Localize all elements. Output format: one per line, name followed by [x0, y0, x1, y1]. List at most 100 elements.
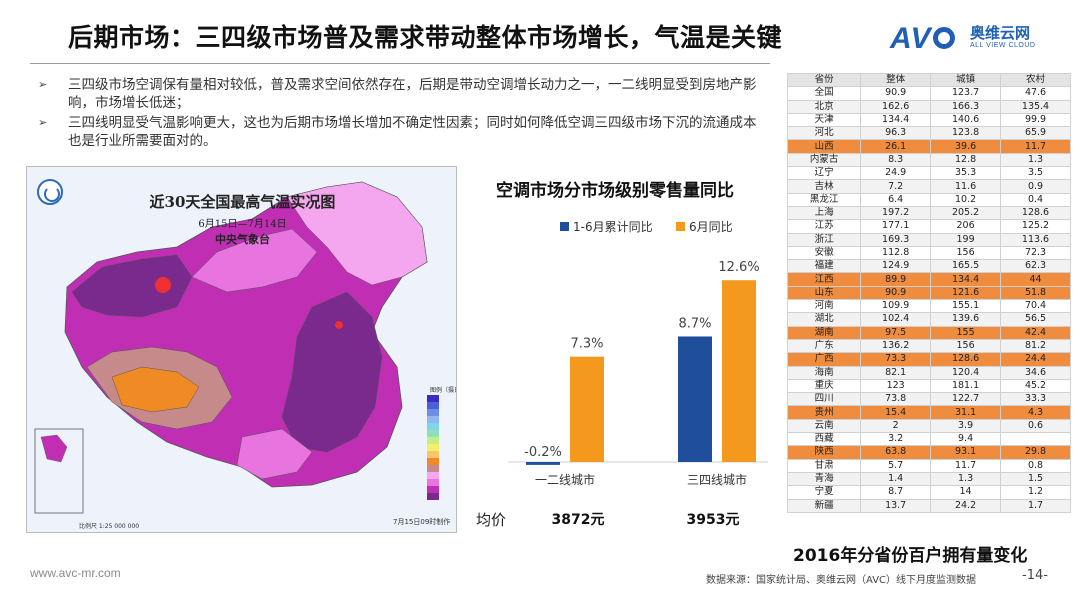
table-cell: 四川: [786, 392, 862, 407]
table-cell: 云南: [786, 418, 862, 434]
title-divider: [30, 63, 770, 64]
table-cell: 122.7: [930, 392, 1002, 407]
table-row: 上海 197.2 205.2 128.6: [786, 205, 1071, 221]
table-cell: 湖南: [786, 325, 862, 340]
table-cell: 90.9: [860, 285, 932, 301]
table-cell: 128.6: [930, 352, 1002, 367]
table-cell: 吉林: [786, 179, 862, 194]
table-cell: 青海: [786, 471, 862, 487]
table-cell: 天津: [786, 112, 862, 128]
table-cell: 51.8: [1000, 285, 1071, 301]
table-cell: 海南: [786, 365, 862, 380]
footer-url: www.avc-mr.com: [30, 566, 121, 580]
table-row: 山西 26.1 39.6 11.7: [786, 139, 1071, 154]
table-row: 江苏 177.1 206 125.2: [786, 219, 1071, 234]
table-cell: 24.2: [930, 498, 1002, 513]
bullet-arrow-icon: ➢: [38, 78, 48, 91]
table-cell: 31.1: [930, 405, 1002, 420]
table-cell: 12.8: [930, 152, 1002, 168]
table-cell: 156: [930, 245, 1002, 261]
table-cell: 甘肃: [786, 458, 862, 473]
table-cell: 5.7: [860, 458, 932, 473]
logo-chinese-name: 奥维云网: [970, 24, 1031, 42]
table-cell: 11.7: [1000, 139, 1071, 154]
table-cell: 73.8: [860, 392, 932, 407]
table-cell: 全国: [786, 86, 862, 101]
table-header-row: 省份 整体 城镇 农村: [786, 72, 1071, 88]
table-cell: 162.6: [860, 99, 932, 114]
table-cell: 82.1: [860, 365, 932, 380]
table-row: 山东 90.9 121.6 51.8: [786, 285, 1071, 301]
data-label: -0.2%: [524, 445, 562, 460]
table-cell: 浙江: [786, 232, 862, 247]
avg-price-label: 均价: [476, 511, 507, 529]
table-cell: 11.6: [930, 179, 1002, 194]
table-row: 天津 134.4 140.6 99.9: [786, 112, 1071, 128]
table-cell: 81.2: [1000, 338, 1071, 354]
table-cell: 1.7: [1000, 498, 1071, 513]
table-cell: 1.3: [1000, 152, 1071, 168]
table-cell: 26.1: [860, 139, 932, 154]
bullet-text: 三四线明显受气温影响更大，这也为后期市场增长增加不确定性因素；同时如何降低空调三…: [68, 115, 757, 149]
table-cell: 24.9: [860, 166, 932, 181]
table-cell: 125.2: [1000, 219, 1071, 234]
column-header: 城镇: [930, 72, 1002, 88]
table-cell: 安徽: [786, 245, 862, 261]
table-row: 贵州 15.4 31.1 4.3: [786, 405, 1071, 420]
weather-agency-logo-icon: [37, 179, 63, 205]
table-cell: 1.2: [1000, 485, 1071, 500]
table-cell: 56.5: [1000, 312, 1071, 327]
table-cell: 7.2: [860, 179, 932, 194]
table-cell: 4.3: [1000, 405, 1071, 420]
column-header: 整体: [860, 72, 932, 88]
column-header: 省份: [786, 72, 862, 88]
table-cell: 上海: [786, 205, 862, 221]
table-cell: 120.4: [930, 365, 1002, 380]
bar: [526, 462, 560, 465]
table-cell: 0.4: [1000, 192, 1071, 207]
table-cell: 内蒙古: [786, 152, 862, 168]
data-label: 7.3%: [570, 337, 603, 352]
table-cell: 96.3: [860, 126, 932, 141]
avg-price-tier3: 3953元: [686, 512, 740, 528]
table-cell: 97.5: [860, 325, 932, 340]
table-cell: 山东: [786, 285, 862, 301]
table-row: 湖南 97.5 155 42.4: [786, 325, 1071, 340]
table-cell: 72.3: [1000, 245, 1071, 261]
table-row: 四川 73.8 122.7 33.3: [786, 392, 1071, 407]
bar: [570, 356, 604, 462]
table-cell: 123.8: [930, 126, 1002, 141]
legend-swatch: [676, 222, 685, 231]
table-row: 辽宁 24.9 35.3 3.5: [786, 166, 1071, 181]
table-cell: 0.6: [1000, 418, 1071, 434]
table-cell: 113.6: [1000, 232, 1071, 247]
table-cell: 辽宁: [786, 166, 862, 181]
table-cell: 黑龙江: [786, 192, 862, 207]
table-cell: 109.9: [860, 299, 932, 314]
table-cell: 重庆: [786, 378, 862, 394]
data-source-note: 数据来源：国家统计局、奥维云网（AVC）线下月度监测数据: [706, 575, 977, 586]
table-cell: 13.7: [860, 498, 932, 513]
table-cell: 205.2: [930, 205, 1002, 221]
table-row: 福建 124.9 165.5 62.3: [786, 259, 1071, 274]
table-cell: 42.4: [1000, 325, 1071, 340]
table-row: 河南 109.9 155.1 70.4: [786, 299, 1071, 314]
table-cell: 139.6: [930, 312, 1002, 327]
bullet-item: ➢ 三四线明显受气温影响更大，这也为后期市场增长增加不确定性因素；同时如何降低空…: [38, 114, 758, 150]
table-row: 广西 73.3 128.6 24.4: [786, 352, 1071, 367]
table-row: 海南 82.1 120.4 34.6: [786, 365, 1071, 380]
table-row: 青海 1.4 1.3 1.5: [786, 471, 1071, 487]
table-cell: 63.8: [860, 445, 932, 460]
table-cell: 1.4: [860, 471, 932, 487]
table-cell: 江苏: [786, 219, 862, 234]
table-cell: 湖北: [786, 312, 862, 327]
table-cell: 15.4: [860, 405, 932, 420]
table-row: 吉林 7.2 11.6 0.9: [786, 179, 1071, 194]
table-cell: 73.3: [860, 352, 932, 367]
data-label: 8.7%: [678, 316, 711, 331]
table-cell: 47.6: [1000, 86, 1071, 101]
table-cell: 河南: [786, 299, 862, 314]
table-cell: 10.2: [930, 192, 1002, 207]
table-cell: 福建: [786, 259, 862, 274]
table-cell: 2: [860, 418, 932, 434]
